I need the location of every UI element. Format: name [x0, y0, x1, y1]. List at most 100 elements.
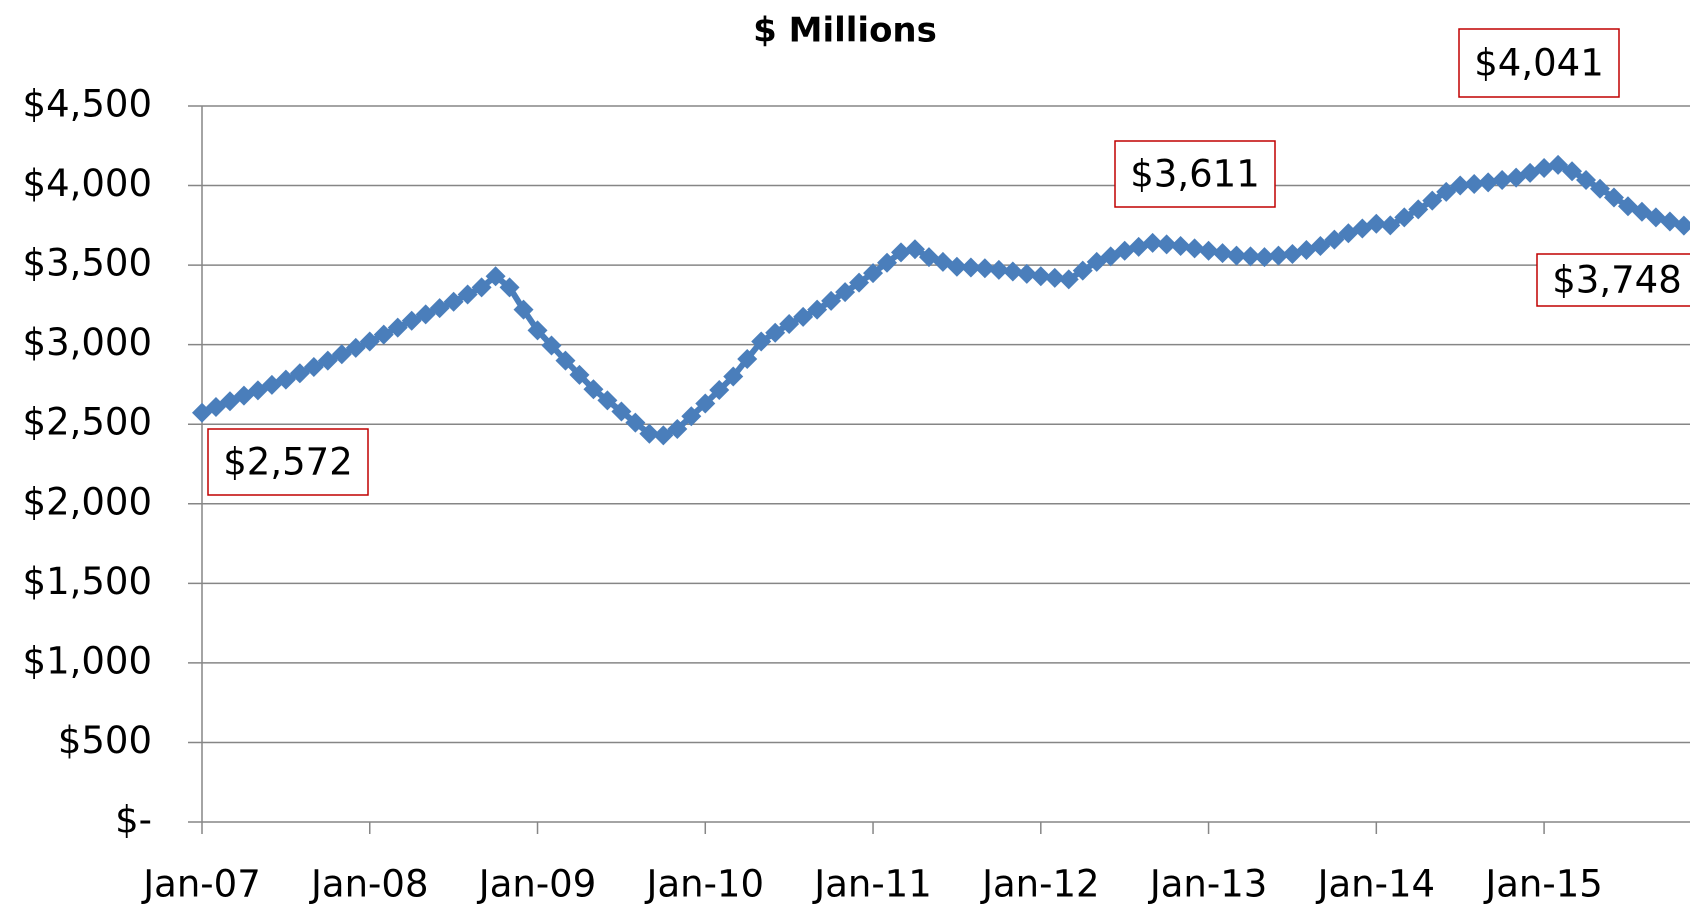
marker — [1044, 267, 1065, 288]
marker — [597, 390, 618, 411]
marker — [821, 290, 842, 311]
marker — [1254, 247, 1275, 268]
marker — [737, 348, 758, 369]
marker — [667, 418, 688, 439]
marker — [751, 331, 772, 352]
marker — [499, 277, 520, 298]
marker — [1310, 236, 1331, 257]
y-tick-label: $2,500 — [23, 401, 152, 444]
y-tick-label: $1,000 — [23, 639, 152, 682]
marker — [1240, 246, 1261, 267]
marker — [1114, 240, 1135, 261]
marker — [946, 256, 967, 277]
marker — [1170, 236, 1191, 257]
marker — [1366, 213, 1387, 234]
marker — [1226, 245, 1247, 266]
marker — [443, 291, 464, 312]
annotation-box — [207, 428, 369, 496]
y-tick-label: $4,000 — [23, 162, 152, 205]
marker — [457, 284, 478, 305]
marker — [639, 423, 660, 444]
x-tick-label: Jan-11 — [812, 863, 931, 905]
marker — [807, 299, 828, 320]
marker — [289, 363, 310, 384]
marker — [373, 324, 394, 345]
marker — [331, 344, 352, 365]
marker — [1464, 173, 1485, 194]
marker — [1562, 161, 1583, 182]
marker — [1394, 207, 1415, 228]
marker — [877, 252, 898, 273]
annotation-box — [1114, 140, 1276, 208]
annotation: $3,748 — [1552, 259, 1681, 302]
marker — [1492, 169, 1513, 190]
marker — [1268, 245, 1289, 266]
marker — [485, 266, 506, 287]
marker — [401, 310, 422, 331]
marker — [974, 258, 995, 279]
marker — [359, 331, 380, 352]
marker — [1296, 239, 1317, 260]
x-tick-label: Jan-09 — [477, 863, 596, 905]
marker — [415, 304, 436, 325]
annotation-box — [1458, 28, 1620, 98]
y-tick-label: $1,500 — [23, 560, 152, 603]
series-line — [200, 161, 1685, 439]
y-tick-label: $- — [115, 799, 152, 842]
marker — [429, 298, 450, 319]
annotation: $4,041 — [1474, 42, 1603, 85]
marker — [779, 313, 800, 334]
marker — [863, 263, 884, 284]
annotation-box — [1536, 253, 1690, 307]
y-tick-label: $3,500 — [23, 242, 152, 285]
marker — [835, 282, 856, 303]
x-tick-label: Jan-07 — [141, 863, 260, 905]
marker — [1673, 215, 1690, 236]
marker — [541, 335, 562, 356]
marker — [1478, 172, 1499, 193]
marker — [1380, 215, 1401, 236]
marker — [988, 259, 1009, 280]
marker — [1072, 260, 1093, 281]
y-tick-label: $500 — [58, 719, 152, 762]
x-tick-label: Jan-14 — [1316, 863, 1435, 905]
marker — [1436, 181, 1457, 202]
marker — [681, 406, 702, 427]
marker — [1603, 187, 1624, 208]
marker — [1282, 243, 1303, 264]
marker — [695, 393, 716, 414]
y-tick-label: $2,000 — [23, 480, 152, 523]
marker — [1534, 158, 1555, 179]
marker — [709, 380, 730, 401]
marker — [1576, 169, 1597, 190]
marker — [793, 306, 814, 327]
marker — [387, 317, 408, 338]
marker — [583, 379, 604, 400]
annotation: $2,572 — [223, 441, 352, 484]
marker — [1058, 269, 1079, 290]
x-tick-label: Jan-10 — [645, 863, 764, 905]
annotation: $3,611 — [1130, 153, 1259, 196]
marker — [904, 239, 925, 260]
marker — [1156, 234, 1177, 255]
marker — [723, 366, 744, 387]
chart-title: $ Millions — [753, 11, 937, 51]
marker — [625, 412, 646, 433]
marker — [471, 277, 492, 298]
marker — [1128, 236, 1149, 257]
x-tick-label: Jan-13 — [1148, 863, 1267, 905]
marker — [611, 401, 632, 422]
marker — [317, 350, 338, 371]
marker — [1548, 154, 1569, 175]
marker — [1324, 229, 1345, 250]
marker — [345, 337, 366, 358]
y-tick-label: $4,500 — [23, 83, 152, 126]
x-tick-label: Jan-08 — [309, 863, 428, 905]
marker — [1422, 190, 1443, 211]
marker — [960, 257, 981, 278]
marker — [513, 299, 534, 320]
marker — [1408, 199, 1429, 220]
marker — [527, 320, 548, 341]
y-tick-label: $3,000 — [23, 321, 152, 364]
